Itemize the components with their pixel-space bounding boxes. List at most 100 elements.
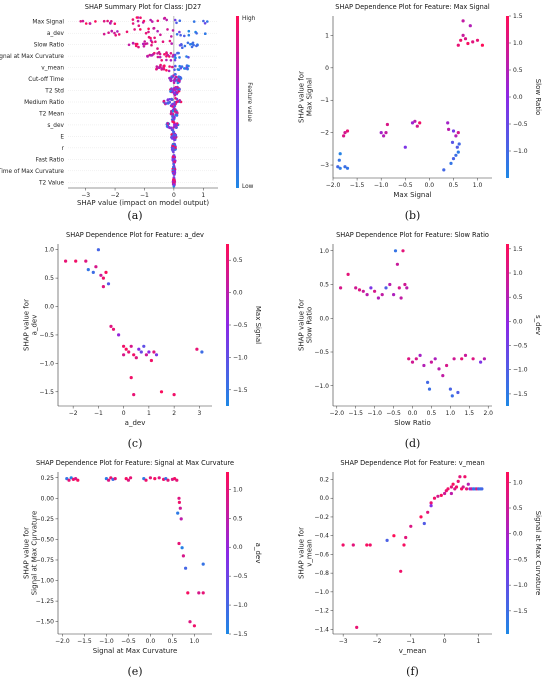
data-point (354, 286, 358, 290)
dependence-plot-v-mean: SHAP Dependence Plot for Feature: v_mean… (298, 459, 542, 655)
colorbar (506, 16, 509, 178)
beeswarm-point (117, 33, 121, 36)
data-point (482, 357, 486, 361)
data-point (480, 487, 484, 491)
beeswarm-point (173, 138, 176, 142)
beeswarm-point (172, 183, 175, 186)
beeswarm-point (110, 29, 114, 33)
data-point (384, 131, 388, 135)
colorbar-tick-label: −0.5 (513, 343, 528, 350)
colorbar-tick-label: 0.0 (513, 94, 523, 101)
beeswarm-point (173, 160, 176, 163)
beeswarm-point (180, 43, 183, 47)
x-axis-label: SHAP value (impact on model output) (77, 199, 209, 207)
panel-c: SHAP Dependence Plot for Feature: a_dev −… (0, 228, 270, 456)
dependence-plot-slow-ratio: SHAP Dependence Plot for Feature: Slow R… (298, 231, 542, 427)
colorbar-tick-label: −1.5 (233, 631, 248, 638)
beeswarm-point (137, 45, 140, 49)
data-point (448, 387, 452, 391)
y-tick-label: −1.5 (39, 389, 54, 396)
data-point (465, 487, 469, 491)
beeswarm-point (172, 81, 176, 84)
data-point (365, 543, 369, 547)
beeswarm-point (166, 98, 170, 101)
data-point (471, 40, 475, 44)
beeswarm-point (142, 19, 146, 23)
data-point (341, 543, 345, 547)
y-tick-label: −2 (320, 130, 329, 137)
data-point (436, 494, 440, 498)
y-tick-label: 1.0 (44, 247, 54, 254)
beeswarm-point (161, 40, 165, 43)
beeswarm-point (107, 31, 110, 34)
x-tick-label: −2.0 (55, 638, 70, 645)
data-point (336, 165, 340, 169)
beeswarm-point (141, 42, 145, 46)
data-point (456, 131, 460, 135)
x-tick-label: 0.5 (427, 410, 437, 417)
data-point (164, 477, 168, 481)
beeswarm-point (166, 122, 170, 125)
beeswarm-point (133, 28, 136, 31)
data-point (355, 625, 359, 629)
data-point (407, 357, 411, 361)
data-point (180, 546, 184, 550)
beeswarm-point (94, 20, 97, 23)
y-axis-label: SHAP value forSlow Ratio (298, 299, 314, 351)
chart-title: SHAP Dependence Plot for Feature: Signal… (36, 459, 234, 467)
data-point (154, 353, 159, 357)
colorbar (236, 16, 239, 188)
data-point (461, 19, 465, 23)
beeswarm-point (173, 116, 176, 119)
feature-label: Fast Ratio (36, 157, 65, 163)
beeswarm-point (171, 65, 174, 69)
data-point (456, 390, 460, 395)
feature-label: Time of Max Curvature (0, 169, 64, 175)
y-tick-label: −0.5 (39, 332, 54, 339)
data-point (144, 478, 148, 482)
data-point (192, 624, 196, 628)
colorbar-label: Max Signal (254, 306, 262, 344)
data-point (429, 504, 433, 508)
x-tick-label: 0.5 (449, 182, 459, 189)
beeswarm-point (173, 94, 177, 97)
y-tick-label: 0.25 (41, 475, 55, 482)
colorbar-label: Feature value (246, 82, 252, 122)
data-point (399, 569, 403, 573)
beeswarm-point (167, 69, 171, 73)
data-point (368, 543, 372, 547)
beeswarm-point (174, 97, 177, 100)
beeswarm-point (185, 55, 188, 58)
data-point (369, 286, 373, 290)
colorbar-tick-label: −1.0 (233, 354, 248, 361)
colorbar-tick-label: 1.5 (513, 246, 523, 253)
beeswarm-point (187, 33, 191, 37)
data-point (137, 347, 141, 351)
beeswarm-point (195, 32, 198, 35)
data-point (157, 476, 161, 480)
x-tick-label: 0.0 (408, 410, 418, 417)
beeswarm-point (175, 91, 179, 94)
colorbar (506, 472, 509, 634)
data-point (480, 43, 484, 47)
data-point (404, 535, 408, 540)
data-point (457, 142, 461, 146)
beeswarm-point (149, 18, 152, 22)
data-point (468, 24, 472, 28)
data-point (433, 357, 437, 361)
beeswarm-point (180, 65, 184, 68)
beeswarm-point (169, 112, 173, 115)
data-point (343, 165, 347, 169)
beeswarm-point (177, 75, 181, 78)
x-axis-label: Max Signal (393, 191, 431, 199)
caption-d: (d) (404, 437, 421, 450)
data-point (456, 43, 460, 47)
beeswarm-point (186, 41, 190, 45)
data-point (134, 356, 138, 360)
beeswarm-point (170, 42, 173, 45)
beeswarm-point (166, 102, 170, 105)
dependence-plot-signal-at-max-curvature: SHAP Dependence Plot for Feature: Signal… (23, 459, 262, 655)
x-tick-label: −1 (406, 638, 415, 645)
y-tick-label: −1.2 (314, 608, 329, 615)
colorbar-tick-label: −0.5 (513, 121, 528, 128)
